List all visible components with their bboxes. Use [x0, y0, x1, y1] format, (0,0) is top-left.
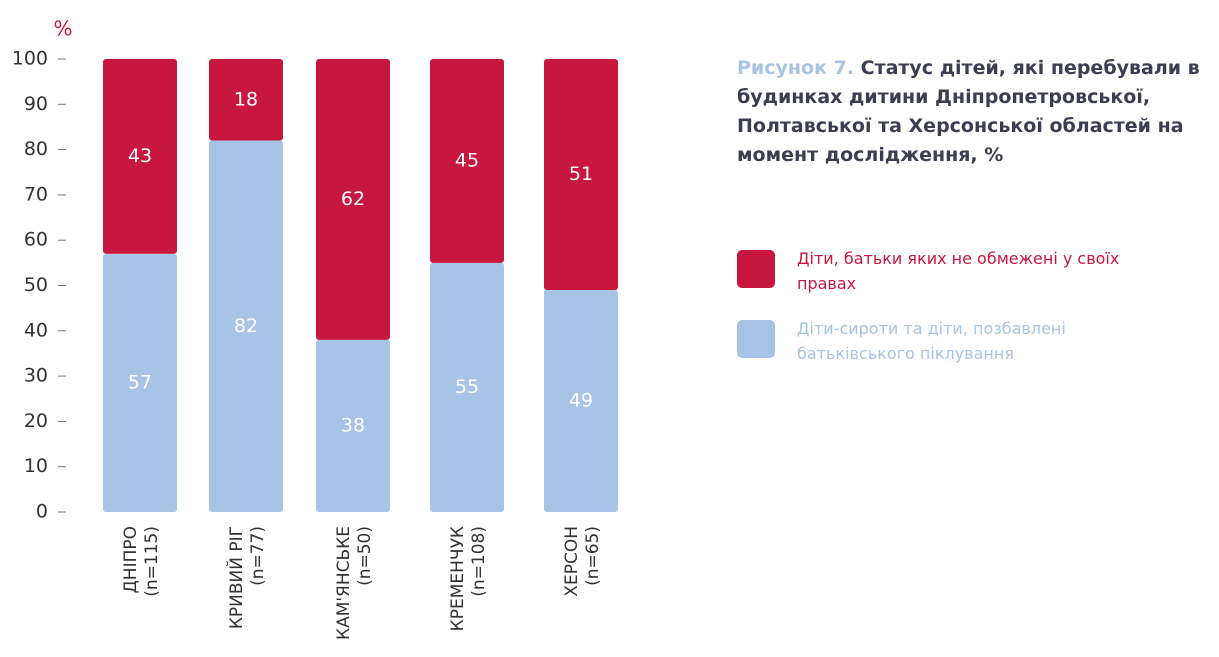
- y-tick-label: 100: [12, 48, 48, 70]
- y-tick-label: 30: [24, 365, 48, 387]
- y-tick-label: 20: [24, 410, 48, 432]
- y-tick-label: 70: [24, 183, 48, 205]
- bar-segment: [103, 253, 177, 513]
- legend-label: Діти-сироти та діти, позбавлені батьківс…: [797, 319, 1066, 363]
- x-tick-line: КРЕМЕНЧУК: [448, 526, 468, 631]
- legend-swatch: [737, 320, 775, 358]
- bar-segment: [209, 140, 283, 513]
- x-tick-label: ХЕРСОН(n=65): [562, 526, 603, 597]
- bar-segment: [316, 339, 390, 512]
- x-tick-label: ДНІПРО(n=115): [121, 526, 162, 597]
- bar-segment: [544, 290, 618, 512]
- y-tick-label: 90: [24, 93, 48, 115]
- value-label: 82: [234, 315, 258, 337]
- value-label: 45: [455, 149, 479, 171]
- value-label: 49: [569, 390, 593, 412]
- bar-segment: [209, 59, 283, 141]
- value-label: 62: [341, 188, 365, 210]
- y-tick-label: 0: [36, 501, 48, 523]
- x-tick-line: (n=65): [583, 526, 603, 586]
- x-tick-line: (n=108): [469, 526, 489, 597]
- y-tick-label: 10: [24, 455, 48, 477]
- value-label: 43: [128, 145, 152, 167]
- x-tick-line: КРИВИЙ РІГ: [225, 526, 247, 629]
- y-axis-label: %: [53, 17, 72, 41]
- y-tick-label: 50: [24, 274, 48, 296]
- bar-segment: [430, 262, 504, 512]
- x-tick-line: КАМ'ЯНСЬКЕ: [334, 526, 354, 640]
- bar-segment: [103, 59, 177, 254]
- bar-segment: [544, 59, 618, 291]
- value-label: 38: [341, 414, 365, 436]
- chart: % 0 10 20 30 40 50 60 70 80 90 100 57 43 ДНІПРО(n=115…: [12, 17, 618, 640]
- title-prefix: Рисунок 7.: [737, 57, 855, 79]
- x-tick-line: ДНІПРО: [121, 526, 141, 594]
- bar-segment: [430, 59, 504, 263]
- title-text: Статус дітей, які перебували в будинках …: [737, 57, 1200, 166]
- y-tick-label: 60: [24, 229, 48, 251]
- y-tick-label: 40: [24, 319, 48, 341]
- x-tick-line: ХЕРСОН: [562, 526, 582, 597]
- x-tick-label: КАМ'ЯНСЬКЕ(n=50): [334, 526, 375, 640]
- x-tick-label: КРЕМЕНЧУК(n=108): [448, 526, 489, 631]
- legend-swatch: [737, 250, 775, 288]
- legend-label: Діти, батьки яких не обмежені у своїх пр…: [797, 249, 1120, 293]
- x-tick-line: (n=50): [355, 526, 375, 586]
- value-label: 55: [455, 376, 479, 398]
- x-tick-label: КРИВИЙ РІГ(n=77): [225, 526, 268, 629]
- x-tick-line: (n=77): [248, 526, 268, 586]
- value-label: 18: [234, 88, 258, 110]
- value-label: 51: [569, 163, 593, 185]
- bar-segment: [316, 59, 390, 340]
- x-tick-line: (n=115): [142, 526, 162, 597]
- chart-title: Рисунок 7. Статус дітей, які перебували …: [737, 54, 1207, 170]
- value-label: 57: [128, 371, 152, 393]
- y-tick-label: 80: [24, 138, 48, 160]
